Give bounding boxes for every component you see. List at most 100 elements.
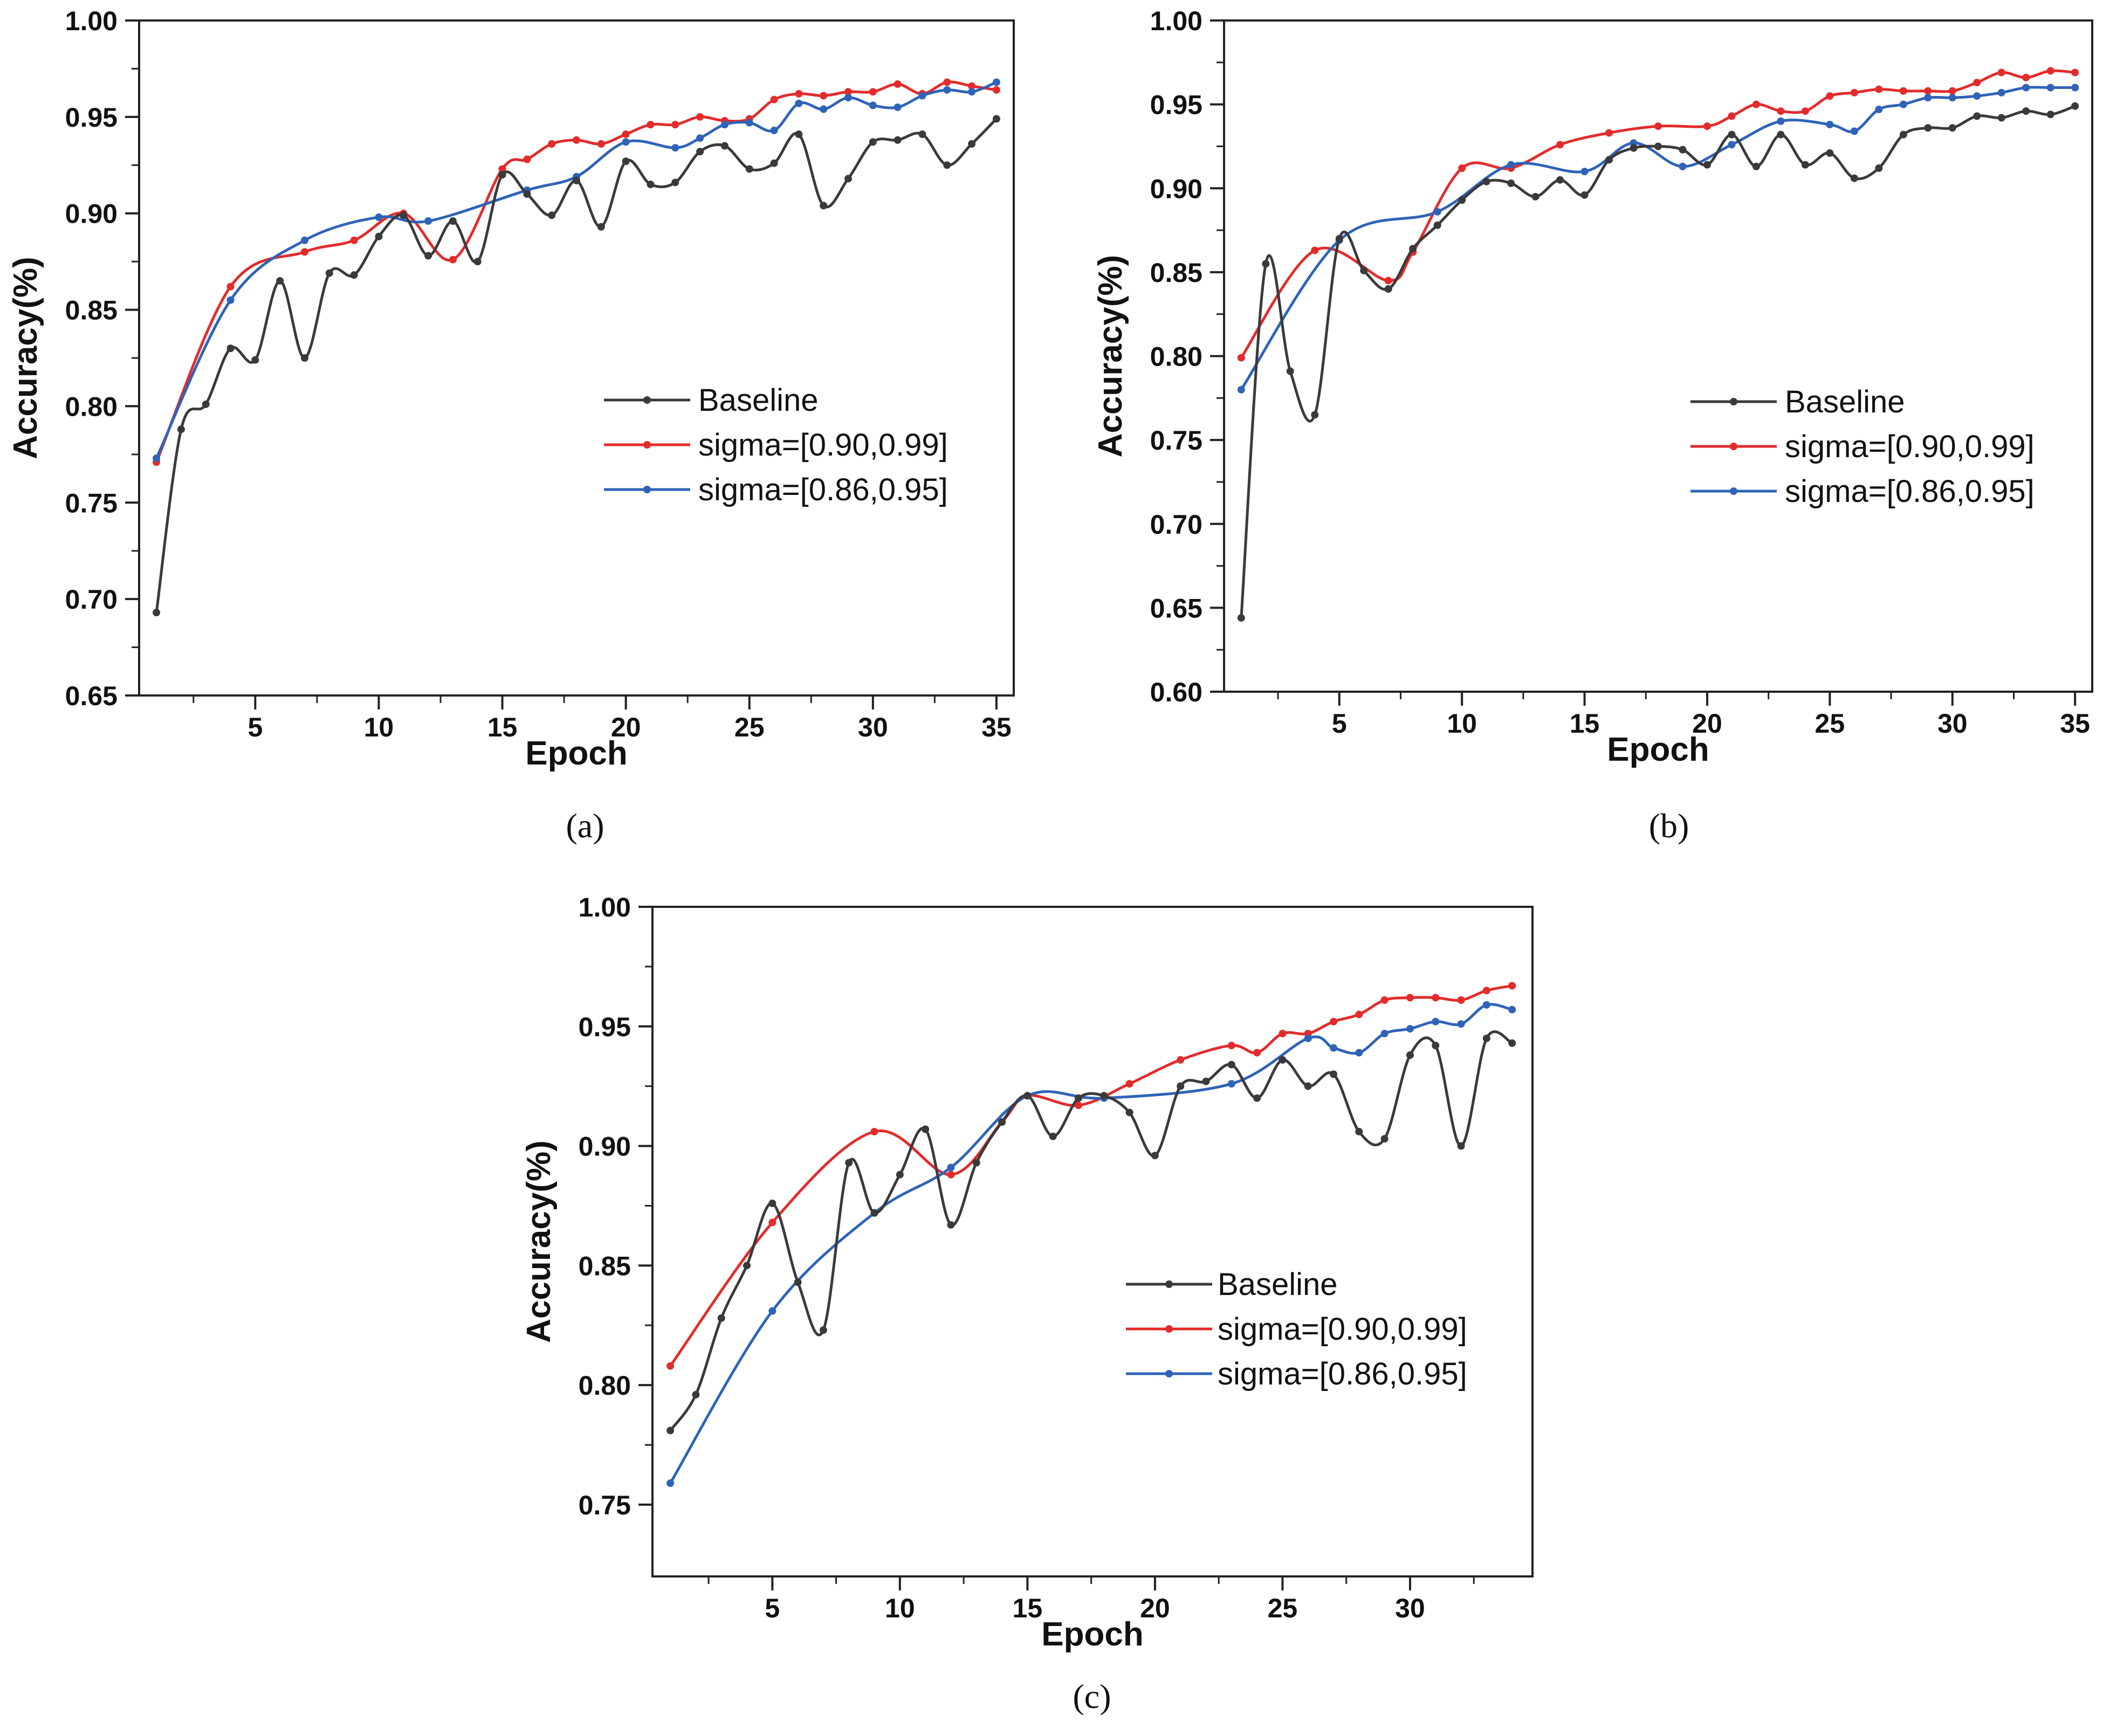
- legend-marker: [643, 486, 651, 493]
- data-point: [869, 101, 877, 109]
- y-axis-title: Accuracy(%): [7, 257, 44, 459]
- data-point: [1556, 176, 1564, 184]
- data-point: [1237, 614, 1245, 622]
- data-point: [1023, 1092, 1032, 1100]
- y-tick-label: 0.70: [65, 584, 118, 615]
- data-point: [820, 92, 828, 100]
- data-point: [647, 121, 655, 129]
- data-point: [1777, 130, 1785, 139]
- data-point: [743, 1262, 751, 1270]
- data-point: [1330, 1044, 1338, 1052]
- data-point: [1458, 196, 1466, 204]
- x-axis-title: Epoch: [1607, 731, 1709, 768]
- data-point: [1074, 1101, 1082, 1110]
- y-tick-label: 0.90: [579, 1132, 631, 1162]
- data-point: [770, 159, 778, 167]
- x-tick-label: 15: [1570, 708, 1600, 739]
- chart-panel-b: 0.60 0.65 0.70 0.75 0.80 0.85 0.90 0.95 1.00 5 10 1…: [1092, 6, 2093, 845]
- data-point: [424, 252, 432, 260]
- data-point: [1335, 235, 1343, 243]
- data-point: [1304, 1082, 1312, 1090]
- data-point: [2022, 84, 2030, 92]
- x-tick-label: 10: [364, 712, 394, 742]
- data-point: [449, 256, 457, 264]
- series-line: [1240, 105, 2076, 618]
- data-point: [498, 165, 506, 173]
- series-2: [153, 78, 1000, 463]
- data-point: [1202, 1077, 1210, 1085]
- legend: Baseline sigma=[0.90,0.99] sigma=[0.86,0.9…: [604, 383, 948, 507]
- data-point: [943, 161, 951, 169]
- data-point: [1654, 142, 1662, 150]
- data-point: [647, 181, 655, 189]
- data-point: [300, 354, 308, 362]
- data-point: [745, 119, 753, 127]
- panel-caption: (b): [1649, 807, 1689, 845]
- data-point: [1508, 1005, 1516, 1014]
- data-point: [819, 1326, 827, 1334]
- data-point: [1457, 1142, 1465, 1150]
- data-point: [696, 134, 704, 142]
- data-point: [597, 223, 605, 231]
- data-point: [1850, 127, 1858, 135]
- data-point: [1406, 1051, 1414, 1059]
- data-point: [622, 157, 630, 166]
- data-point: [375, 232, 383, 240]
- data-point: [473, 258, 482, 266]
- y-tick-label: 0.90: [1150, 174, 1202, 204]
- data-point: [1703, 122, 1711, 130]
- data-point: [1752, 162, 1760, 170]
- plot-frame: [651, 906, 1534, 1577]
- data-point: [947, 1170, 955, 1179]
- data-point: [1151, 1152, 1159, 1160]
- x-tick-label: 5: [248, 712, 263, 742]
- data-point: [968, 82, 976, 90]
- x-tick-label: 20: [1692, 708, 1722, 739]
- data-point: [894, 136, 902, 144]
- chart-panel-c: 0.75 0.80 0.85 0.90 0.95 1.00 5 10 15 20 25 30 Epoch…: [520, 892, 1534, 1716]
- data-point: [692, 1390, 700, 1399]
- data-point: [795, 130, 803, 139]
- data-point: [1605, 129, 1613, 137]
- data-point: [1482, 987, 1490, 995]
- data-point: [1432, 1042, 1440, 1050]
- data-point: [1948, 124, 1956, 132]
- data-point: [1973, 112, 1981, 120]
- x-tick-label: 30: [1937, 708, 1968, 739]
- data-point: [1948, 94, 1956, 102]
- data-point: [844, 88, 853, 96]
- panel-caption: (a): [566, 807, 604, 845]
- data-point: [1262, 260, 1270, 268]
- data-point: [1654, 122, 1662, 130]
- data-point: [968, 140, 976, 148]
- data-point: [1380, 996, 1389, 1004]
- data-point: [1508, 1039, 1516, 1047]
- data-point: [1507, 161, 1515, 169]
- x-tick-label: 5: [1332, 708, 1347, 739]
- data-point: [1973, 92, 1981, 100]
- series-1: [153, 78, 1000, 466]
- data-point: [1630, 144, 1638, 152]
- data-point: [1384, 285, 1392, 293]
- data-point: [177, 425, 185, 433]
- data-point: [375, 213, 383, 221]
- x-tick-label: 10: [885, 1593, 915, 1623]
- data-point: [947, 1163, 955, 1172]
- x-tick-label: 15: [487, 712, 518, 742]
- legend-label: sigma=[0.86,0.95]: [1785, 474, 2035, 509]
- data-point: [498, 171, 506, 179]
- data-point: [1826, 92, 1834, 100]
- data-point: [1508, 982, 1516, 990]
- data-point: [1801, 107, 1809, 115]
- x-tick-label: 25: [1268, 1593, 1298, 1623]
- data-point: [1875, 164, 1883, 172]
- data-point: [276, 277, 284, 285]
- data-point: [1580, 191, 1589, 199]
- data-point: [720, 142, 729, 150]
- y-tick-label: 0.80: [1150, 342, 1202, 372]
- data-point: [226, 283, 235, 291]
- series-0: [666, 1030, 1516, 1435]
- legend-marker: [1165, 1325, 1173, 1333]
- data-point: [1227, 1060, 1235, 1069]
